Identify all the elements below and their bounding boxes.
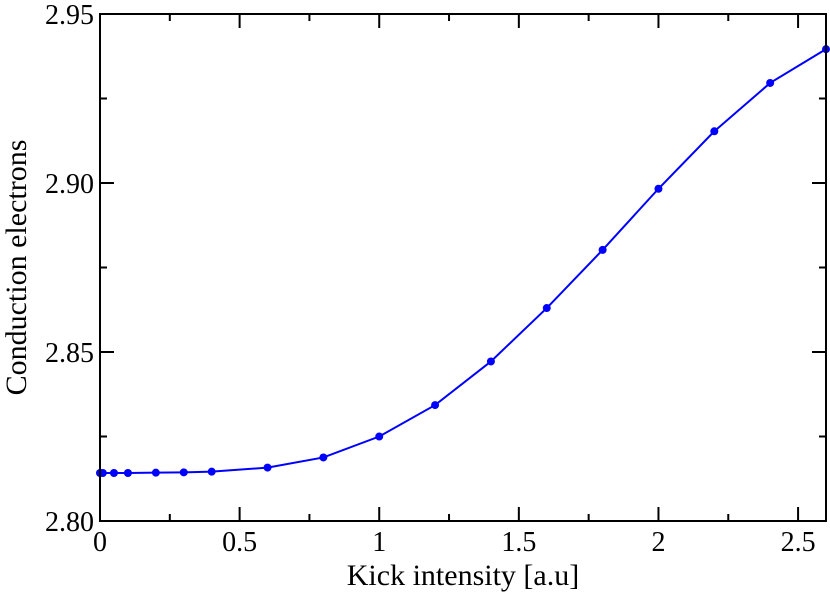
tick-labels: 0 0.5 1 1.5 2 2.5 2.80 2.85 2.90 2.95 — [45, 0, 816, 558]
data-point — [598, 245, 607, 254]
data-point — [179, 468, 188, 477]
data-point — [431, 401, 440, 410]
x-tick-label: 0 — [93, 527, 107, 558]
x-tick-label: 2.5 — [781, 527, 816, 558]
tick-marks — [99, 13, 826, 522]
data-point — [542, 304, 551, 313]
data-point — [654, 184, 663, 193]
data-point — [207, 467, 216, 476]
data-point — [486, 357, 495, 366]
data-point — [766, 78, 775, 87]
series-layer — [96, 45, 830, 478]
data-point — [109, 469, 118, 478]
series-line — [100, 48, 827, 474]
data-point — [375, 432, 384, 441]
plot-frame — [99, 13, 827, 522]
x-tick-label: 0.5 — [222, 527, 257, 558]
x-tick-label: 2 — [651, 527, 665, 558]
x-tick-label: 1.5 — [501, 527, 536, 558]
y-tick-label: 2.95 — [45, 0, 94, 31]
data-point — [263, 463, 272, 472]
y-tick-label: 2.90 — [45, 169, 94, 200]
data-point — [123, 469, 132, 478]
x-axis-label: Kick intensity [a.u] — [347, 559, 579, 592]
data-point — [151, 468, 160, 477]
y-tick-label: 2.80 — [45, 507, 94, 538]
y-tick-label: 2.85 — [45, 338, 94, 369]
data-point — [319, 453, 328, 462]
y-axis-label: Conduction electrons — [0, 140, 33, 396]
x-tick-label: 1 — [372, 527, 386, 558]
data-point — [710, 127, 719, 136]
